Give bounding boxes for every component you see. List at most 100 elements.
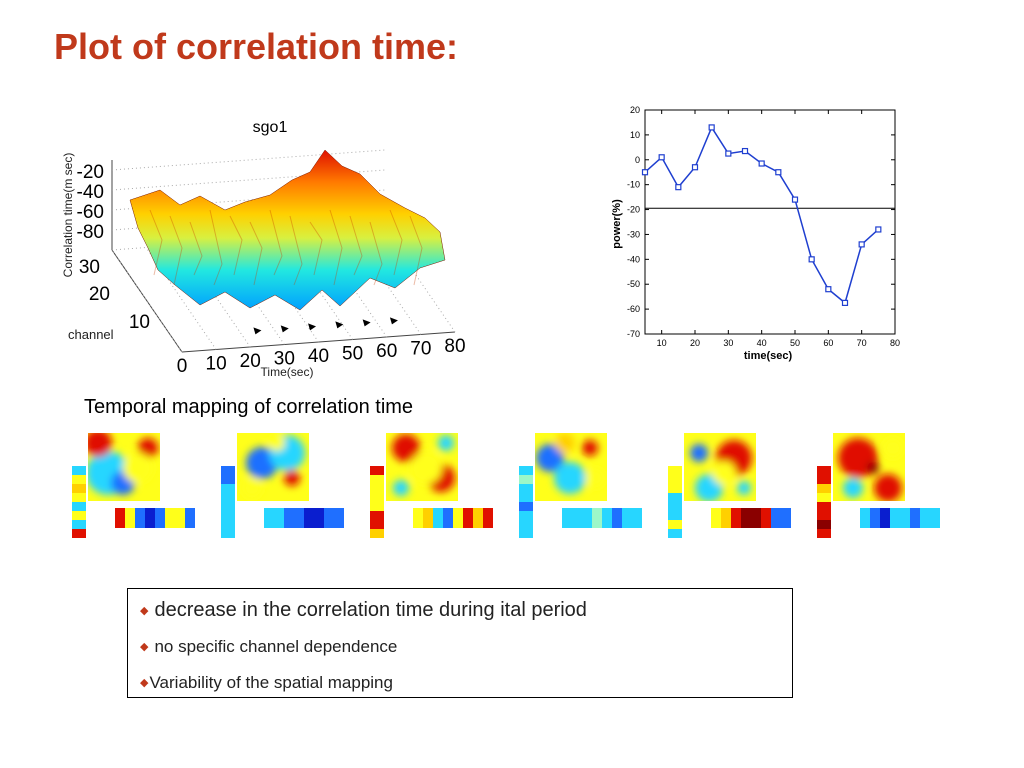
grid-line <box>316 234 388 338</box>
grid-line <box>213 242 285 345</box>
temporal-map <box>519 433 642 538</box>
time-marker-arrow <box>389 317 398 325</box>
surface-xlabel: Time(sec) <box>261 365 314 379</box>
power-point <box>675 184 682 191</box>
surface-ridge <box>269 209 283 276</box>
diamond-bullet-icon: ◆ <box>140 605 149 617</box>
plot-area <box>644 109 896 335</box>
grid-line <box>282 237 354 340</box>
grid-line <box>145 247 217 350</box>
findings-box: ◆ decrease in the correlation time during… <box>127 588 793 698</box>
y-tick-label: -70 <box>627 329 640 339</box>
power-line-chart: 20 10 0 -10 -20 -30 -40 -50 -60 -70 10 20 30 40 50 60 70… <box>600 100 910 370</box>
temporal-map <box>72 433 195 538</box>
topographic-map <box>833 433 905 501</box>
z-tick-label: -60 <box>77 202 104 223</box>
topographic-map <box>386 433 458 501</box>
surface-ridge <box>169 215 183 286</box>
vertical-profile-strip <box>668 466 682 538</box>
x-tick-label: 20 <box>240 351 261 372</box>
x-tick-label: 50 <box>790 338 800 348</box>
power-point <box>641 169 649 176</box>
temporal-map <box>370 433 493 538</box>
surface-ridge <box>329 209 343 286</box>
grid-line <box>111 149 386 171</box>
power-point <box>741 147 749 155</box>
grid-line <box>179 244 251 348</box>
correlation-surface-chart: sgo1 Correlation time(m sec) channel Tim… <box>60 110 480 385</box>
horizontal-profile-strip <box>264 508 344 528</box>
bullet-text: no specific channel dependence <box>154 637 398 656</box>
x-tick-label: 40 <box>757 338 767 348</box>
power-point <box>841 299 849 306</box>
power-point <box>791 196 799 203</box>
x-tick-label: 60 <box>823 338 833 348</box>
temporal-map <box>221 433 344 538</box>
power-point <box>708 124 715 131</box>
vertical-profile-strip <box>370 466 384 538</box>
surface-zlabel: Correlation time(m sec) <box>61 153 75 278</box>
y-tick-label: 0 <box>635 155 640 165</box>
x-tick-label: 40 <box>308 346 329 367</box>
maps-title: Temporal mapping of correlation time <box>84 396 414 418</box>
bullet-item: ◆Variability of the spatial mapping <box>140 673 393 693</box>
x-tick-label: 0 <box>177 356 188 377</box>
x-tick-label: 10 <box>206 354 227 375</box>
grid-line <box>384 229 456 333</box>
power-xlabel: time(sec) <box>744 350 793 362</box>
x-tick-label: 10 <box>657 338 667 348</box>
z-tick-label: -80 <box>77 222 104 243</box>
x-tick-label: 70 <box>410 339 431 360</box>
x-tick-label: 20 <box>690 338 700 348</box>
horizontal-profile-strip <box>860 508 940 528</box>
time-marker-arrow <box>253 327 262 335</box>
surface-title: sgo1 <box>253 119 288 136</box>
x-tick-label: 70 <box>857 338 867 348</box>
temporal-map <box>668 433 791 538</box>
power-point <box>825 286 832 293</box>
bullet-text: Variability of the spatial mapping <box>149 673 393 692</box>
z-tick-label: -20 <box>77 162 104 183</box>
bullet-item: ◆ decrease in the correlation time during… <box>140 599 587 622</box>
x-tick-label: 80 <box>890 338 900 348</box>
diamond-bullet-icon: ◆ <box>140 641 149 653</box>
bullet-text: decrease in the correlation time during … <box>154 599 587 621</box>
power-point <box>658 154 665 161</box>
temporal-maps-row <box>70 430 960 542</box>
x-tick-label: 60 <box>376 341 397 362</box>
surface-ridge <box>349 215 363 276</box>
grid-line <box>111 249 183 353</box>
power-point <box>808 256 815 263</box>
y-tick-label: -10 <box>627 180 640 190</box>
topographic-map <box>684 433 756 501</box>
surface-ridge <box>229 215 243 276</box>
surface-ridge <box>309 221 323 276</box>
x-tick-label: 30 <box>723 338 733 348</box>
correlation-surface <box>129 149 446 311</box>
power-ylabel: power(%) <box>611 199 623 249</box>
vertical-profile-strip <box>221 466 235 538</box>
time-marker-arrow <box>280 325 289 333</box>
time-marker-arrow <box>362 319 371 327</box>
vertical-profile-strip <box>519 466 533 538</box>
horizontal-profile-strip <box>413 508 493 528</box>
y-tick-label: -60 <box>627 304 640 314</box>
temporal-map <box>817 433 940 538</box>
horizontal-profile-strip <box>562 508 642 528</box>
y-tick-label: 30 <box>79 257 100 278</box>
vertical-profile-strip <box>817 466 831 538</box>
power-point <box>725 150 732 157</box>
surface-ridge <box>149 209 163 276</box>
power-point <box>858 241 865 248</box>
horizontal-profile-strip <box>711 508 791 528</box>
x-tick-label: 30 <box>274 349 295 370</box>
surface-ridge <box>189 221 203 276</box>
surface-ridge <box>369 221 383 286</box>
topographic-map <box>535 433 607 501</box>
bullet-item: ◆ no specific channel dependence <box>140 637 397 657</box>
surface-ridge <box>389 209 403 276</box>
page-title: Plot of correlation time: <box>54 26 459 67</box>
power-point <box>758 160 765 167</box>
y-tick-label: -50 <box>627 279 640 289</box>
time-marker-arrow <box>308 323 317 331</box>
